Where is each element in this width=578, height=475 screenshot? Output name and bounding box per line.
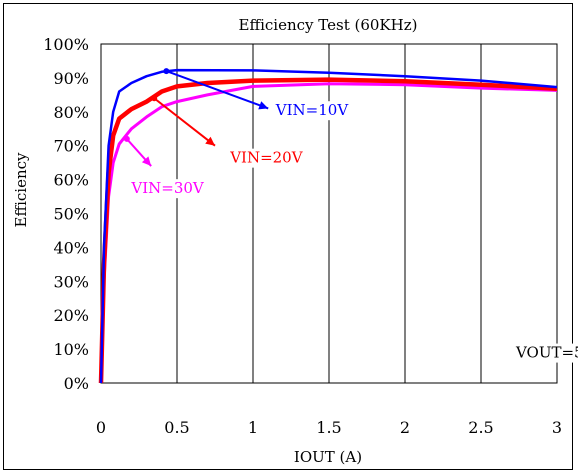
y-tick-label: 100% [43, 35, 89, 54]
y-axis-label: Efficiency [12, 152, 30, 228]
y-tick-label: 30% [53, 272, 89, 291]
annotation-arrowhead [141, 156, 152, 167]
y-tick-labels: 0% 10% 20% 30% 40% 50% 60% 70% 80% 90% 100% [43, 35, 89, 393]
y-tick-label: 60% [53, 171, 89, 190]
x-tick-label: 2.5 [468, 418, 493, 437]
annotation-label: VIN=30V [130, 179, 205, 197]
y-tick-label: 50% [53, 205, 89, 224]
annotation-label: VIN=20V [229, 149, 304, 167]
grid-lines [176, 44, 482, 383]
x-tick-label: 3 [552, 418, 562, 437]
series-line [99, 68, 558, 384]
x-tick-label: 1 [248, 418, 258, 437]
annotation-layer: VIN=10V VIN=20V VIN=30V VOUT=5V [123, 68, 578, 363]
annotation-arrowhead [258, 101, 269, 110]
y-tick-label: 40% [53, 238, 89, 257]
y-tick-label: 20% [53, 306, 89, 325]
x-tick-label: 0.5 [164, 418, 189, 437]
annotation-label-bg [127, 179, 199, 199]
annotation-arrowhead [205, 136, 215, 146]
annotation-label-bg [271, 101, 343, 121]
x-tick-label: 1.5 [316, 418, 341, 437]
x-axis-label: IOUT (A) [294, 448, 362, 466]
series-line [98, 77, 558, 384]
plot-area [100, 43, 558, 384]
y-tick-label: 80% [53, 103, 89, 122]
y-tick-label: 0% [64, 374, 89, 393]
y-tick-label: 70% [53, 137, 89, 156]
series-layer [98, 68, 558, 384]
y-tick-label: 10% [53, 340, 89, 359]
annotation-arrow-line [166, 70, 269, 110]
chart-title: Efficiency Test (60KHz) [239, 16, 418, 34]
annotation-arrow-line [153, 97, 216, 147]
annotation-label: VIN=10V [275, 101, 350, 119]
y-tick-label: 90% [53, 69, 89, 88]
x-tick-label: 2 [400, 418, 410, 437]
annotation-label: VOUT=5V [515, 344, 578, 362]
x-tick-labels: 0 0.5 1 1.5 2 2.5 3 [96, 418, 562, 437]
x-tick-label: 0 [96, 418, 106, 437]
annotation-label-bg [511, 343, 578, 363]
annotation-label-bg [226, 148, 298, 168]
